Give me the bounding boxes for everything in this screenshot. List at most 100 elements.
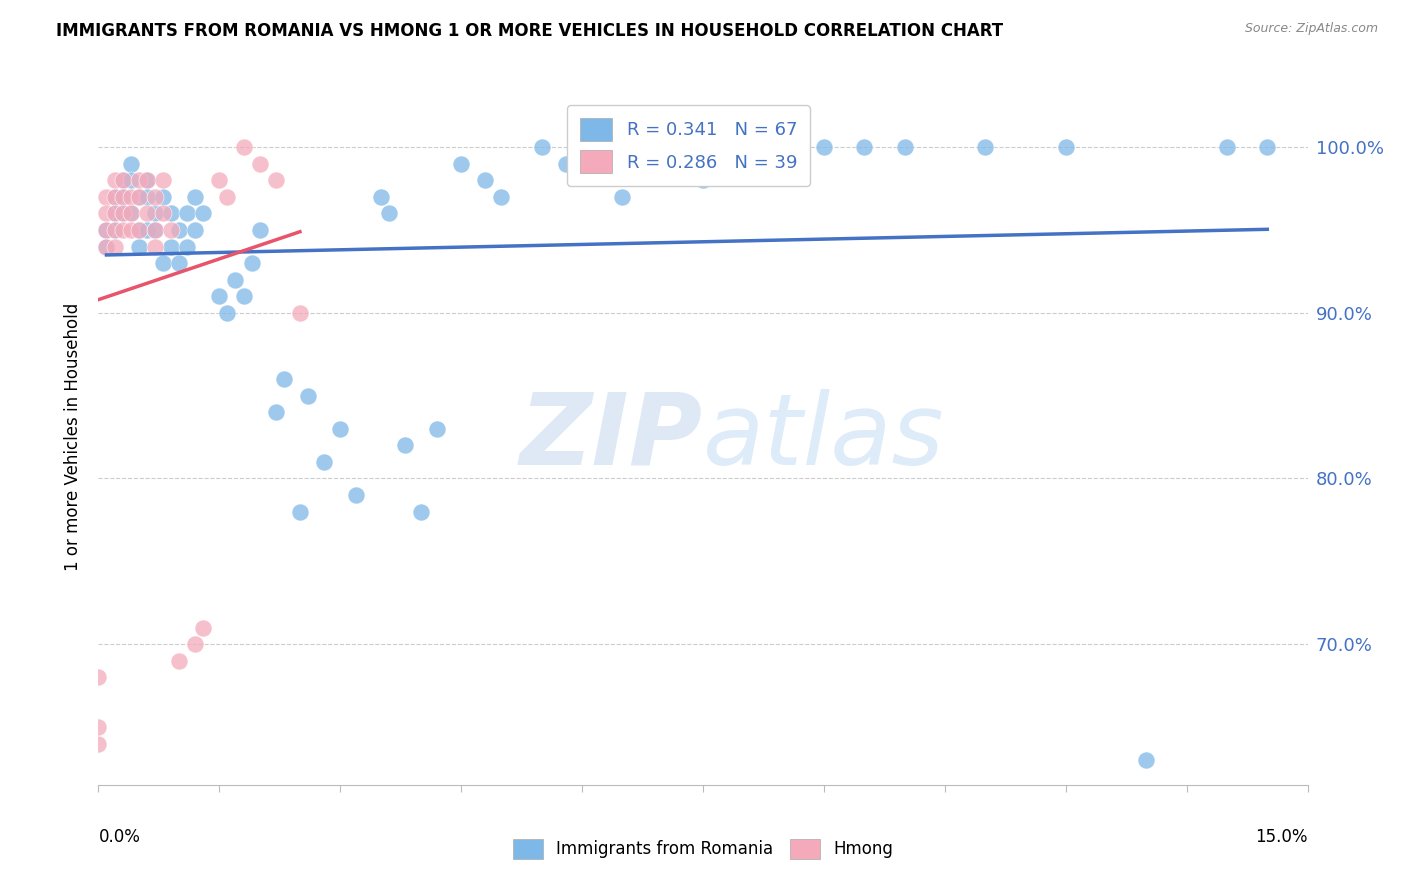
Point [152,256,174,270]
Point [143,239,166,253]
Point [128,223,150,237]
Point [96,223,118,237]
Point [893,140,915,154]
Point [152,173,174,187]
Point [571,140,593,154]
Point [853,140,876,154]
Point [1054,140,1077,154]
Point [184,637,207,651]
Point [329,422,352,436]
Point [128,190,150,204]
Point [232,289,254,303]
Point [297,389,319,403]
Point [143,223,166,237]
Point [111,173,134,187]
Point [135,223,157,237]
Point [103,223,125,237]
Point [208,289,231,303]
Point [167,654,190,668]
Point [612,190,634,204]
Point [176,206,198,220]
Point [193,206,215,220]
Point [160,223,183,237]
Point [111,206,134,220]
Text: 15.0%: 15.0% [1256,828,1308,846]
Point [152,190,174,204]
Point [249,157,271,171]
Text: Source: ZipAtlas.com: Source: ZipAtlas.com [1244,22,1378,36]
Point [128,239,150,253]
Point [344,488,367,502]
Point [264,173,287,187]
Point [128,223,150,237]
Point [143,223,166,237]
Point [96,239,118,253]
Point [87,670,110,684]
Point [1256,140,1278,154]
Point [249,223,271,237]
Point [96,206,118,220]
Point [120,206,142,220]
Point [1216,140,1239,154]
Point [288,505,311,519]
Point [135,173,157,187]
Y-axis label: 1 or more Vehicles in Household: 1 or more Vehicles in Household [65,303,83,571]
Point [772,140,794,154]
Point [103,190,125,204]
Point [120,173,142,187]
Point [135,206,157,220]
Point [409,505,432,519]
Point [128,190,150,204]
Legend: Immigrants from Romania, Hmong: Immigrants from Romania, Hmong [506,832,900,866]
Point [692,173,714,187]
Point [651,157,673,171]
Point [426,422,449,436]
Point [120,157,142,171]
Point [143,206,166,220]
Point [103,190,125,204]
Point [733,140,755,154]
Point [87,720,110,734]
Point [135,190,157,204]
Point [103,239,125,253]
Point [224,273,246,287]
Point [813,140,835,154]
Point [103,206,125,220]
Point [128,173,150,187]
Point [394,438,416,452]
Point [120,190,142,204]
Point [111,206,134,220]
Point [217,190,239,204]
Point [103,223,125,237]
Point [184,223,207,237]
Point [167,256,190,270]
Point [111,190,134,204]
Text: 0.0%: 0.0% [98,828,141,846]
Point [167,223,190,237]
Point [96,223,118,237]
Point [474,173,496,187]
Point [87,737,110,751]
Point [120,206,142,220]
Point [103,206,125,220]
Point [152,206,174,220]
Point [264,405,287,419]
Point [135,173,157,187]
Point [160,239,183,253]
Point [96,190,118,204]
Point [217,306,239,320]
Point [240,256,263,270]
Point [143,190,166,204]
Point [974,140,997,154]
Point [193,621,215,635]
Text: IMMIGRANTS FROM ROMANIA VS HMONG 1 OR MORE VEHICLES IN HOUSEHOLD CORRELATION CHA: IMMIGRANTS FROM ROMANIA VS HMONG 1 OR MO… [56,22,1004,40]
Point [1135,753,1157,767]
Point [491,190,513,204]
Point [273,372,295,386]
Text: atlas: atlas [703,389,945,485]
Point [377,206,399,220]
Point [120,223,142,237]
Text: ZIP: ZIP [520,389,703,485]
Point [184,190,207,204]
Point [370,190,392,204]
